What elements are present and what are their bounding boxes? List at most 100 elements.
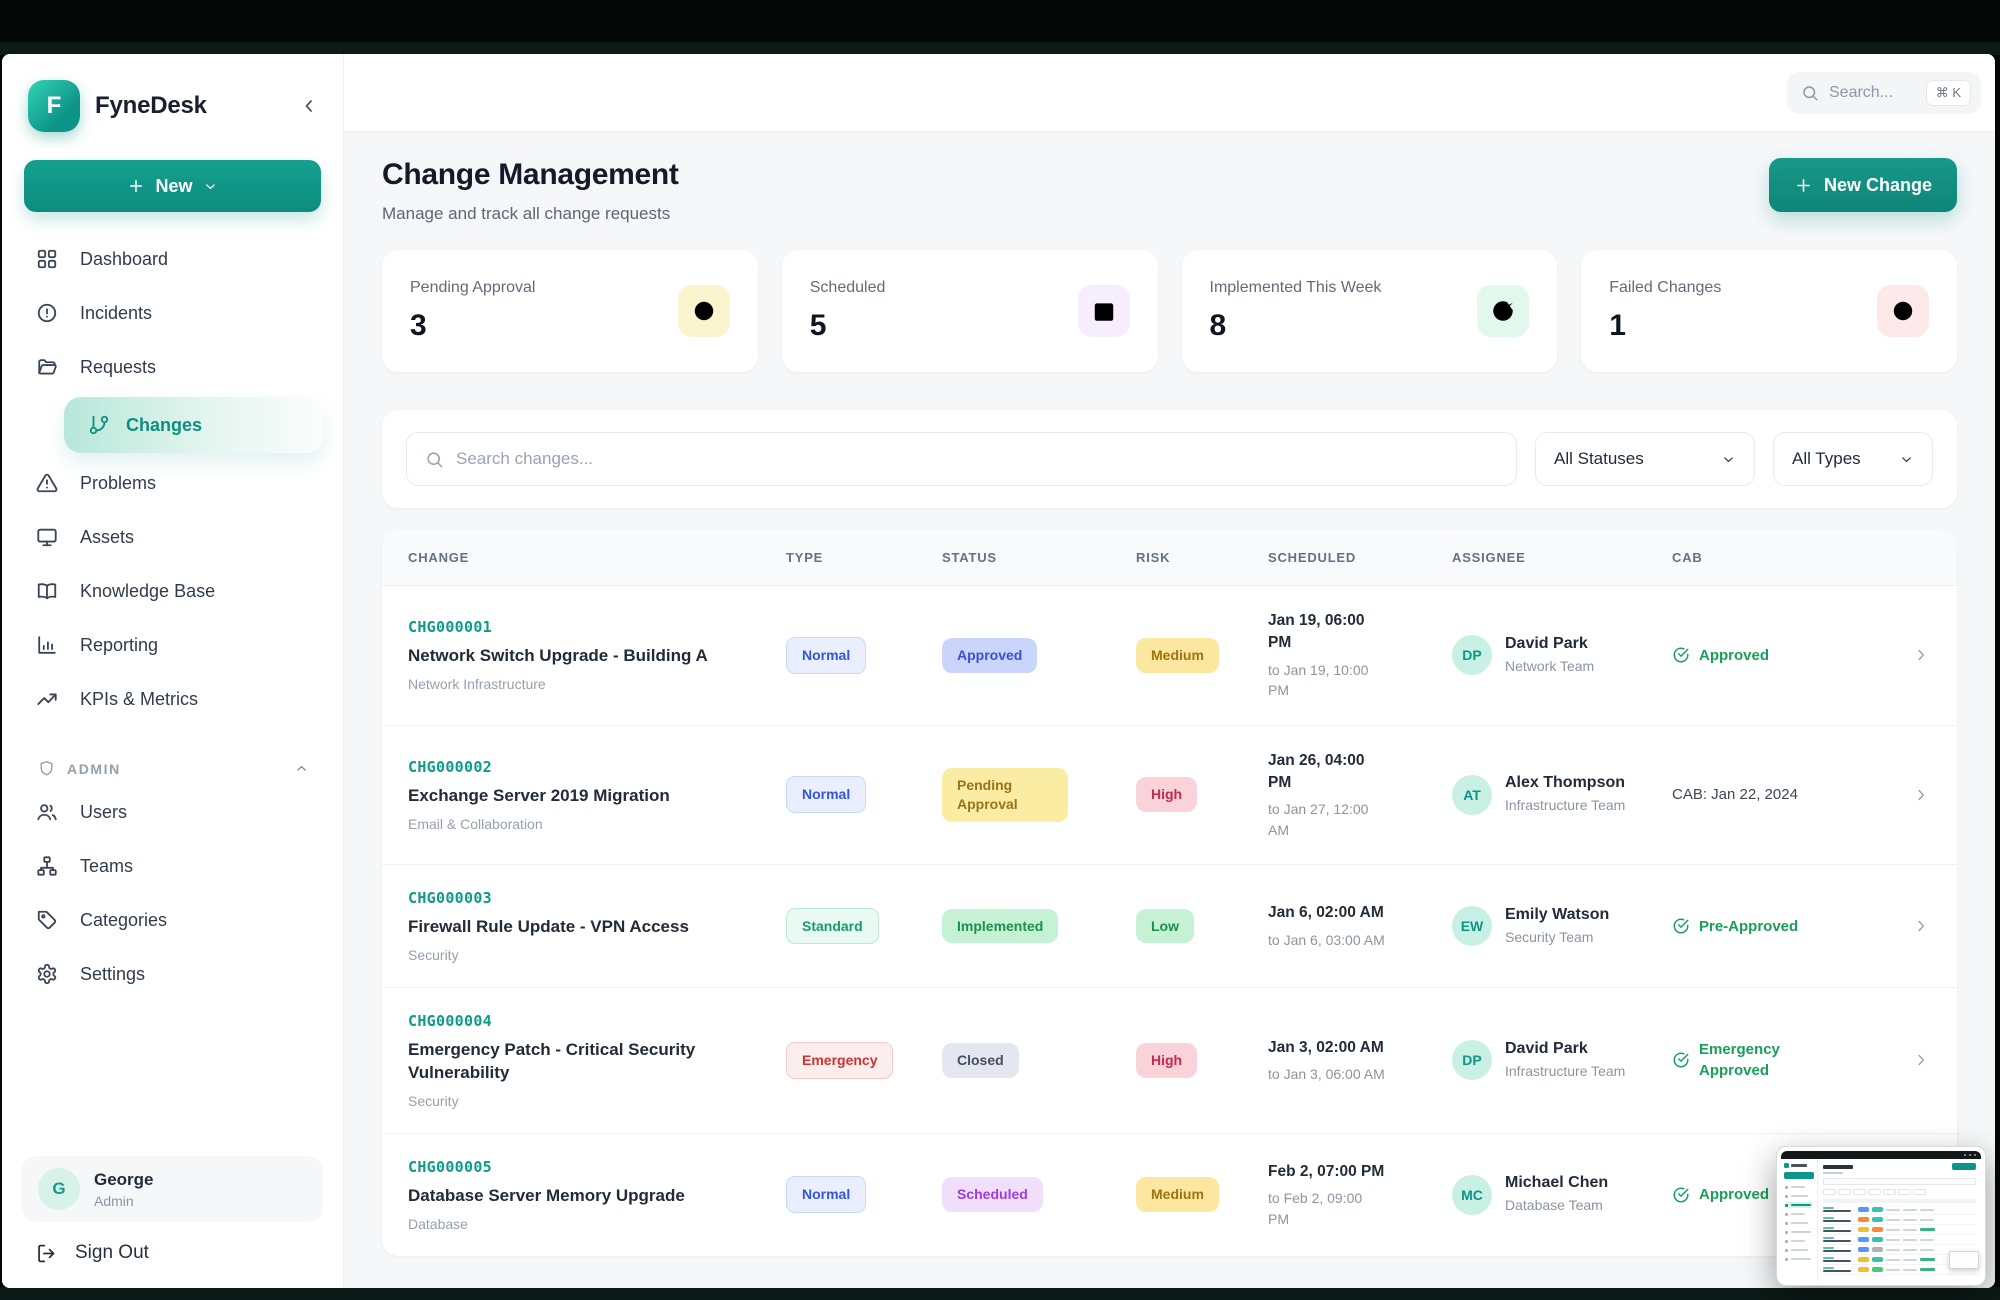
chevron-right-icon[interactable] [1890,646,1930,664]
sign-out-button[interactable]: Sign Out [22,1242,323,1264]
risk-badge: Medium [1136,637,1219,673]
schedule-end: to Feb 2, 09:00 PM [1268,1190,1363,1227]
assignee-avatar: DP [1452,1040,1492,1081]
sidebar-item-categories[interactable]: Categories [22,893,323,947]
type-badge: Emergency [786,1041,894,1079]
new-change-button[interactable]: New Change [1768,158,1957,212]
sidebar-item-assets[interactable]: Assets [22,510,323,564]
sidebar-item-label: Teams [80,855,134,876]
sidebar-collapse-button[interactable] [295,92,323,120]
avatar: G [38,1168,80,1210]
sidebar-item-label: Knowledge Base [80,580,216,601]
sidebar-item-reporting[interactable]: Reporting [22,618,323,672]
plus-icon [1794,176,1813,195]
stat-card-scheduled: Scheduled 5 [781,250,1158,372]
chevron-right-icon[interactable] [1890,917,1930,935]
table-row[interactable]: CHG000001 Network Switch Upgrade - Buildi… [382,586,1957,726]
table-row[interactable]: CHG000003 Firewall Rule Update - VPN Acce… [382,865,1957,988]
sidebar-admin-header[interactable]: ADMIN [22,760,323,777]
stat-card-pending-approval: Pending Approval 3 [382,250,758,372]
sidebar-item-label: Requests [80,356,157,377]
cab-label: Emergency Approved [1699,1041,1780,1080]
sidebar-item-incidents[interactable]: Incidents [22,286,323,340]
new-button[interactable]: New [24,160,321,212]
table-row[interactable]: CHG000002 Exchange Server 2019 Migration E… [382,726,1957,866]
settings-icon [36,963,58,985]
users-icon [36,801,58,823]
cab-approved-status: Approved [1672,645,1890,666]
sidebar-item-label: Users [80,801,128,822]
pip-main [1818,1159,1981,1281]
changes-search-input[interactable] [456,449,1498,469]
schedule-start: Jan 6, 02:00 AM [1268,904,1384,922]
table-row[interactable]: CHG000005 Database Server Memory Upgrade D… [382,1134,1957,1256]
assignee-team: Infrastructure Team [1505,797,1626,814]
check-circle-icon [1672,1051,1690,1069]
profile-card[interactable]: G George Admin [22,1156,323,1222]
sidebar-item-problems[interactable]: Problems [22,456,323,510]
status-filter-select[interactable]: All Statuses [1535,432,1755,486]
reporting-icon [36,634,58,656]
column-header-change: CHANGE [408,550,470,565]
column-header-assignee: ASSIGNEE [1452,550,1526,565]
page-subtitle: Manage and track all change requests [382,204,671,223]
type-filter-value: All Types [1792,449,1861,468]
sidebar-item-settings[interactable]: Settings [22,947,323,1001]
cab-date: CAB: Jan 22, 2024 [1672,786,1798,804]
assignee-name: Emily Watson [1505,905,1610,923]
change-title: Emergency Patch - Critical Security Vuln… [408,1040,696,1082]
sign-out-icon [36,1243,57,1264]
changes-table: CHANGE TYPE STATUS RISK SCHEDULED ASSIGN… [382,530,1957,1256]
schedule-end: to Jan 6, 03:00 AM [1268,931,1385,948]
type-badge: Normal [786,1176,867,1214]
chevron-right-icon[interactable] [1890,786,1930,804]
global-search[interactable]: Search... ⌘ K [1787,71,1981,114]
status-badge: Closed [942,1042,1019,1078]
top-black-strip [0,42,2000,55]
status-filter-value: All Statuses [1554,449,1644,468]
dashboard-icon [36,248,58,270]
pip-table-row [1823,1245,1976,1255]
sidebar-item-users[interactable]: Users [22,785,323,839]
assignee-name: David Park [1505,1039,1588,1057]
pip-table-row [1823,1255,1976,1265]
assignee-name: Alex Thompson [1505,774,1626,792]
pip-titlebar [1781,1151,1981,1159]
sidebar-item-dashboard[interactable]: Dashboard [22,232,323,286]
check-circle-icon [1672,917,1690,935]
profile-name: George [94,1169,154,1189]
chevron-down-icon [1899,452,1914,467]
table-row[interactable]: CHG000004 Emergency Patch - Critical Secu… [382,988,1957,1134]
sidebar-item-changes[interactable]: Changes [64,397,323,453]
stat-value: 5 [809,309,827,342]
check-circle-icon [1477,285,1530,337]
change-id: CHG000002 [408,757,492,776]
profile-role: Admin [94,1192,134,1209]
content: Change Management Manage and track all c… [344,132,1995,1288]
sidebar-item-knowledge-base[interactable]: Knowledge Base [22,564,323,618]
assignee-avatar: AT [1452,774,1492,815]
sidebar-item-kpis-metrics[interactable]: KPIs & Metrics [22,672,323,726]
pip-table-row [1823,1235,1976,1245]
topbar: Search... ⌘ K [344,54,1995,132]
check-circle-icon [1672,646,1690,664]
brand: F FyneDesk [22,80,323,132]
status-badge: Approved [942,637,1038,673]
teams-icon [36,855,58,877]
problems-icon [36,472,58,494]
pip-preview-window[interactable] [1776,1146,1986,1286]
sidebar-item-teams[interactable]: Teams [22,839,323,893]
change-id: CHG000001 [408,618,492,637]
pip-screen [1781,1151,1981,1281]
type-filter-select[interactable]: All Types [1773,432,1933,486]
change-id: CHG000004 [408,1012,492,1030]
changes-search-field[interactable] [406,432,1517,486]
pip-table-row [1823,1225,1976,1235]
search-icon [1801,84,1819,102]
sidebar-item-label: Dashboard [80,248,169,269]
admin-label: ADMIN [67,760,121,777]
brand-name: FyneDesk [95,92,207,119]
stat-label: Implemented This Week [1209,279,1382,296]
sidebar-item-requests[interactable]: Requests [22,340,323,394]
chevron-right-icon[interactable] [1890,1051,1930,1069]
